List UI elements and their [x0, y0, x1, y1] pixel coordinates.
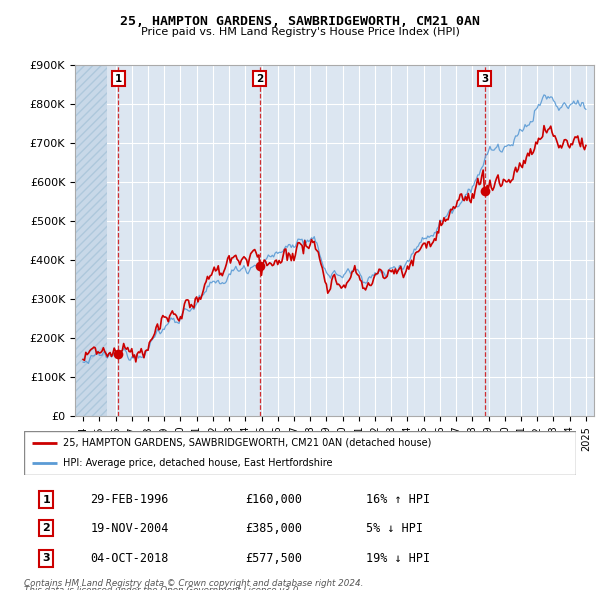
Text: £385,000: £385,000 [245, 522, 302, 535]
Text: This data is licensed under the Open Government Licence v3.0.: This data is licensed under the Open Gov… [24, 586, 301, 590]
Text: 3: 3 [481, 74, 488, 84]
Text: 2: 2 [256, 74, 263, 84]
Text: 5% ↓ HPI: 5% ↓ HPI [366, 522, 423, 535]
Text: Price paid vs. HM Land Registry's House Price Index (HPI): Price paid vs. HM Land Registry's House … [140, 27, 460, 37]
Text: 1: 1 [42, 495, 50, 504]
Text: 19% ↓ HPI: 19% ↓ HPI [366, 552, 430, 565]
Text: 16% ↑ HPI: 16% ↑ HPI [366, 493, 430, 506]
Text: 3: 3 [42, 553, 50, 563]
Text: £160,000: £160,000 [245, 493, 302, 506]
Text: 1: 1 [115, 74, 122, 84]
Text: 19-NOV-2004: 19-NOV-2004 [90, 522, 169, 535]
Text: 04-OCT-2018: 04-OCT-2018 [90, 552, 169, 565]
Text: 2: 2 [42, 523, 50, 533]
Text: 25, HAMPTON GARDENS, SAWBRIDGEWORTH, CM21 0AN (detached house): 25, HAMPTON GARDENS, SAWBRIDGEWORTH, CM2… [62, 438, 431, 448]
FancyBboxPatch shape [24, 431, 576, 475]
Text: 29-FEB-1996: 29-FEB-1996 [90, 493, 169, 506]
Text: Contains HM Land Registry data © Crown copyright and database right 2024.: Contains HM Land Registry data © Crown c… [24, 579, 364, 588]
Text: HPI: Average price, detached house, East Hertfordshire: HPI: Average price, detached house, East… [62, 458, 332, 468]
Text: £577,500: £577,500 [245, 552, 302, 565]
Text: 25, HAMPTON GARDENS, SAWBRIDGEWORTH, CM21 0AN: 25, HAMPTON GARDENS, SAWBRIDGEWORTH, CM2… [120, 15, 480, 28]
